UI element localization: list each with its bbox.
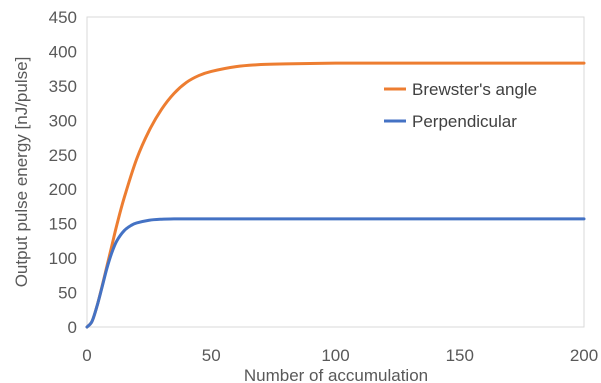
y-axis-title: Output pulse energy [nJ/pulse] <box>12 57 31 288</box>
y-tick-label: 50 <box>58 284 77 303</box>
y-tick-label: 250 <box>49 146 77 165</box>
y-tick-label: 400 <box>49 42 77 61</box>
y-tick-label: 300 <box>49 111 77 130</box>
y-tick-label: 200 <box>49 180 77 199</box>
y-axis-ticks: 0 50 100 150 200 250 300 350 400 450 <box>49 8 77 337</box>
x-tick-label: 50 <box>202 346 221 365</box>
series-line-perpendicular <box>85 217 586 329</box>
plot-area <box>86 16 585 328</box>
legend-label-brewster: Brewster's angle <box>412 80 537 99</box>
legend: Brewster's angle Perpendicular <box>384 80 537 131</box>
x-axis-ticks: 0 50 100 150 200 <box>82 346 598 365</box>
x-tick-label: 200 <box>570 346 598 365</box>
x-axis-title: Number of accumulation <box>244 366 428 383</box>
y-tick-label: 100 <box>49 249 77 268</box>
x-tick-label: 0 <box>82 346 91 365</box>
x-tick-label: 100 <box>321 346 349 365</box>
y-tick-label: 150 <box>49 215 77 234</box>
y-tick-label: 350 <box>49 77 77 96</box>
y-tick-label: 0 <box>68 318 77 337</box>
legend-label-perpendicular: Perpendicular <box>412 112 517 131</box>
x-tick-label: 150 <box>446 346 474 365</box>
y-tick-label: 450 <box>49 8 77 27</box>
series-lines <box>85 61 586 329</box>
